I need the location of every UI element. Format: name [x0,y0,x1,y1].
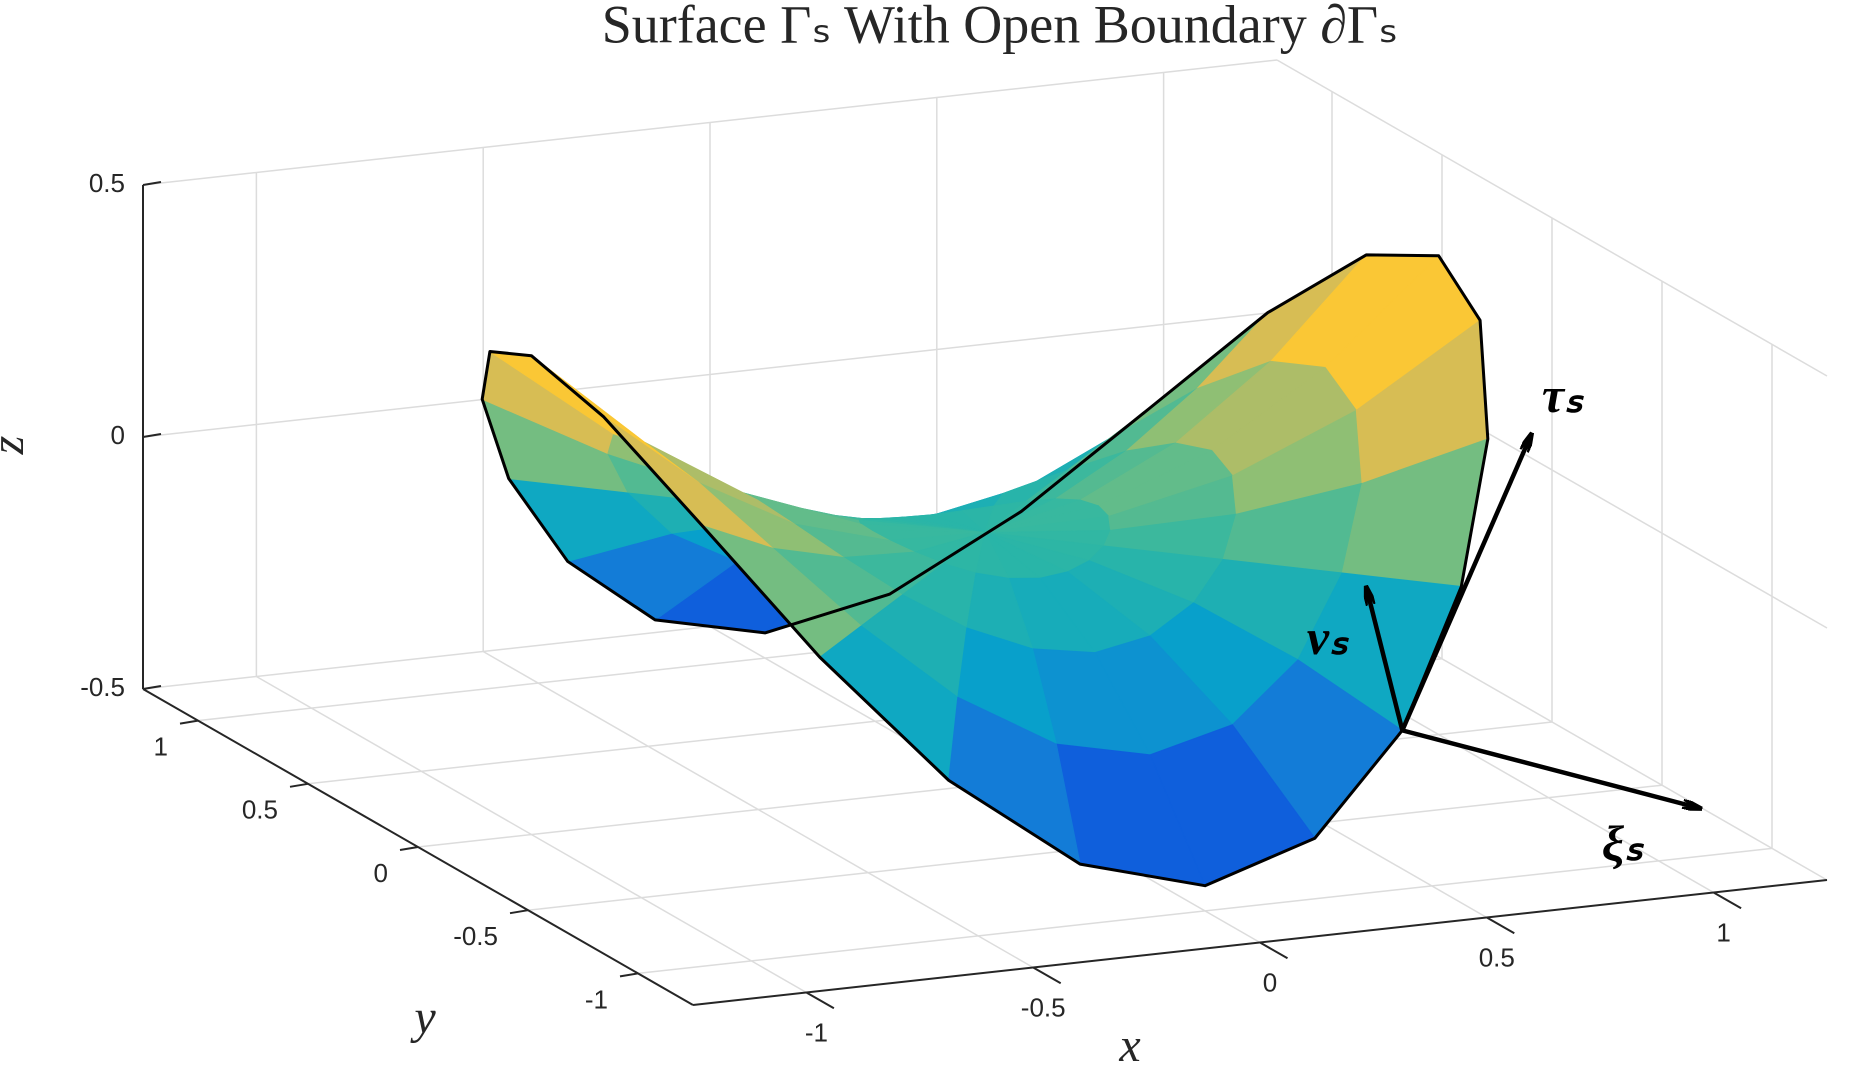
y-tick [399,846,419,851]
z-tick [142,685,162,690]
x-tick [1032,966,1062,985]
y-axis-label: y [409,991,436,1044]
chart-title: Surface Γₛ With Open Boundary ∂Γₛ [602,0,1399,54]
grid-line [637,847,1773,975]
x-tick [1486,916,1515,935]
grid-line [142,311,1278,438]
z-axis-label: z [0,435,34,455]
z-tick-label: 0.5 [89,168,125,198]
y-tick [619,972,639,978]
y-tick [289,782,309,788]
z-tick [142,433,162,438]
y-tick-label: -1 [585,984,608,1014]
frame-arrow [1400,434,1531,732]
x-tick-label: -1 [805,1017,828,1047]
y-tick-label: 1 [154,731,168,761]
x-tick-label: 0.5 [1479,942,1515,972]
frame-label: νₛ [1307,609,1349,665]
x-axis-label: x [1118,1019,1140,1072]
x-tick [1259,941,1288,960]
z-tick-label: 0 [111,420,125,450]
x-tick-label: 0 [1263,967,1277,997]
z-tick [142,181,162,186]
z-tick-label: -0.5 [80,672,125,702]
y-tick [509,909,529,915]
frame-arrow [1401,728,1700,808]
y-tick-label: 0 [374,858,388,888]
y-tick-label: -0.5 [453,921,498,951]
x-tick-label: 1 [1716,917,1730,947]
x-tick [1713,891,1742,910]
y-tick-label: 0.5 [242,795,278,825]
y-tick [179,719,199,725]
grid-line [142,59,1278,186]
frame-label: ξₛ [1602,815,1644,871]
frame-label: τₛ [1542,367,1584,423]
x-tick-label: -0.5 [1021,992,1066,1022]
frame-arrow [1366,587,1405,731]
grid-line [1276,59,1828,377]
x-tick [805,991,835,1010]
